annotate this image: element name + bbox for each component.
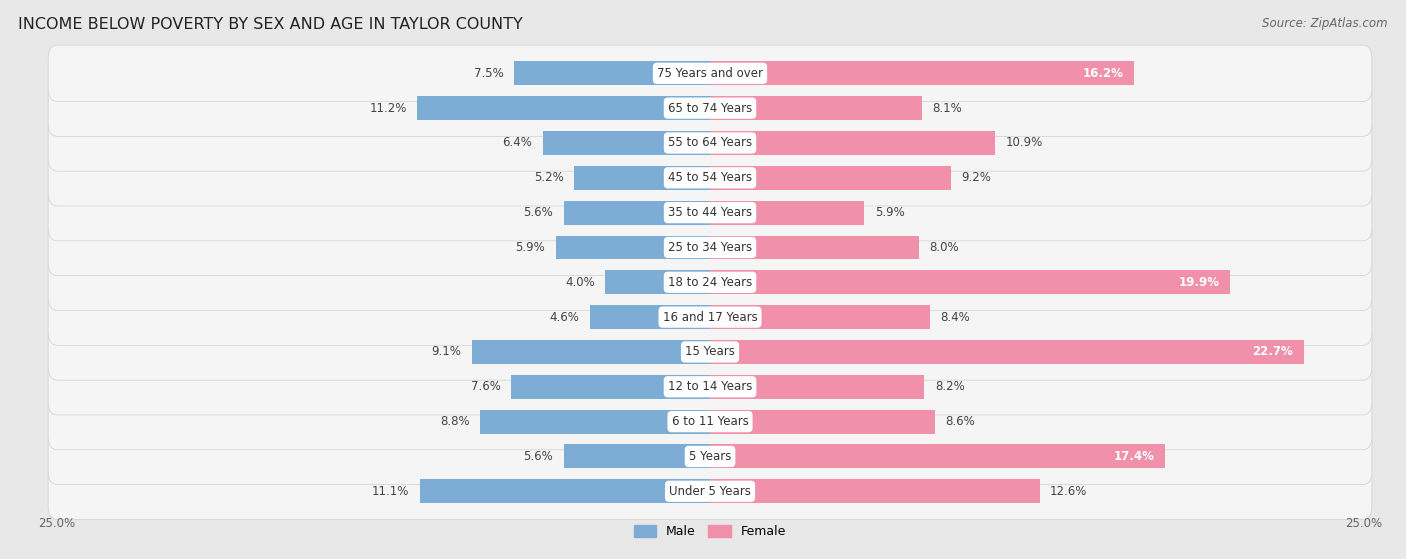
FancyBboxPatch shape (48, 254, 1372, 310)
Bar (479, 410, 710, 434)
Text: 6.4%: 6.4% (502, 136, 533, 149)
Bar (710, 235, 920, 259)
Bar (564, 444, 710, 468)
FancyBboxPatch shape (48, 394, 1372, 450)
Text: 7.5%: 7.5% (474, 67, 503, 80)
FancyBboxPatch shape (48, 289, 1372, 345)
Bar (589, 305, 710, 329)
Text: 8.8%: 8.8% (440, 415, 470, 428)
Bar (710, 410, 935, 434)
Text: 4.6%: 4.6% (550, 311, 579, 324)
Text: 5.9%: 5.9% (516, 241, 546, 254)
FancyBboxPatch shape (48, 80, 1372, 136)
Text: Source: ZipAtlas.com: Source: ZipAtlas.com (1263, 17, 1388, 30)
FancyBboxPatch shape (48, 150, 1372, 206)
Text: 5.6%: 5.6% (523, 206, 553, 219)
FancyBboxPatch shape (48, 184, 1372, 241)
Bar (710, 479, 1039, 503)
Bar (710, 444, 1166, 468)
Bar (710, 96, 922, 120)
Text: 75 Years and over: 75 Years and over (657, 67, 763, 80)
Text: 10.9%: 10.9% (1005, 136, 1043, 149)
Text: 17.4%: 17.4% (1114, 450, 1154, 463)
Text: 12.6%: 12.6% (1050, 485, 1087, 498)
Legend: Male, Female: Male, Female (628, 520, 792, 543)
Text: 16 and 17 Years: 16 and 17 Years (662, 311, 758, 324)
FancyBboxPatch shape (48, 219, 1372, 276)
Text: 19.9%: 19.9% (1180, 276, 1220, 289)
Text: 22.7%: 22.7% (1253, 345, 1294, 358)
FancyBboxPatch shape (48, 324, 1372, 380)
Bar (555, 235, 710, 259)
Text: 5.9%: 5.9% (875, 206, 904, 219)
Bar (512, 375, 710, 399)
Text: 4.0%: 4.0% (565, 276, 595, 289)
Text: 45 to 54 Years: 45 to 54 Years (668, 171, 752, 184)
Text: INCOME BELOW POVERTY BY SEX AND AGE IN TAYLOR COUNTY: INCOME BELOW POVERTY BY SEX AND AGE IN T… (18, 17, 523, 32)
Bar (710, 61, 1133, 86)
Bar (710, 271, 1230, 294)
Bar (710, 305, 929, 329)
Text: 11.1%: 11.1% (373, 485, 409, 498)
Bar (606, 271, 710, 294)
Text: 8.6%: 8.6% (945, 415, 976, 428)
Bar (420, 479, 710, 503)
Text: 5.2%: 5.2% (534, 171, 564, 184)
Bar (564, 201, 710, 225)
Bar (710, 201, 865, 225)
Text: 35 to 44 Years: 35 to 44 Years (668, 206, 752, 219)
Text: 7.6%: 7.6% (471, 380, 501, 394)
FancyBboxPatch shape (48, 115, 1372, 171)
Text: 65 to 74 Years: 65 to 74 Years (668, 102, 752, 115)
Text: 5 Years: 5 Years (689, 450, 731, 463)
Text: 6 to 11 Years: 6 to 11 Years (672, 415, 748, 428)
FancyBboxPatch shape (48, 463, 1372, 519)
Text: 18 to 24 Years: 18 to 24 Years (668, 276, 752, 289)
Text: 8.0%: 8.0% (929, 241, 959, 254)
Bar (472, 340, 710, 364)
Text: 9.1%: 9.1% (432, 345, 461, 358)
Bar (543, 131, 710, 155)
Text: 25 to 34 Years: 25 to 34 Years (668, 241, 752, 254)
Text: 8.1%: 8.1% (932, 102, 962, 115)
Text: 12 to 14 Years: 12 to 14 Years (668, 380, 752, 394)
Bar (710, 375, 925, 399)
Bar (515, 61, 710, 86)
Text: 55 to 64 Years: 55 to 64 Years (668, 136, 752, 149)
Text: 8.2%: 8.2% (935, 380, 965, 394)
Text: Under 5 Years: Under 5 Years (669, 485, 751, 498)
Text: 8.4%: 8.4% (941, 311, 970, 324)
Text: 15 Years: 15 Years (685, 345, 735, 358)
FancyBboxPatch shape (48, 45, 1372, 102)
Text: 5.6%: 5.6% (523, 450, 553, 463)
FancyBboxPatch shape (48, 358, 1372, 415)
Text: 11.2%: 11.2% (370, 102, 406, 115)
Text: 16.2%: 16.2% (1083, 67, 1123, 80)
Text: 9.2%: 9.2% (962, 171, 991, 184)
FancyBboxPatch shape (48, 428, 1372, 485)
Bar (710, 166, 950, 190)
Bar (710, 131, 995, 155)
Bar (574, 166, 710, 190)
Bar (418, 96, 710, 120)
Bar (710, 340, 1303, 364)
